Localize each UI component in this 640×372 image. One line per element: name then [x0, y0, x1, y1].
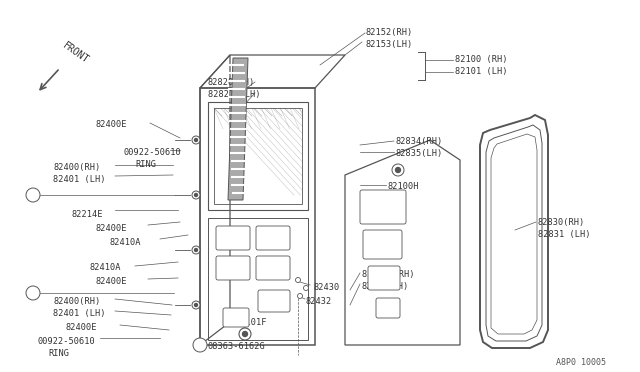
FancyBboxPatch shape [256, 256, 290, 280]
Circle shape [195, 138, 198, 141]
Text: FRONT: FRONT [61, 40, 91, 65]
FancyBboxPatch shape [363, 230, 402, 259]
Circle shape [296, 278, 301, 282]
Text: 82400E: 82400E [96, 224, 127, 233]
FancyBboxPatch shape [216, 256, 250, 280]
Text: 82214E: 82214E [72, 210, 104, 219]
Circle shape [195, 248, 198, 251]
Text: 00922-50610: 00922-50610 [124, 148, 182, 157]
FancyBboxPatch shape [223, 308, 249, 327]
Circle shape [192, 301, 200, 309]
Text: 08363-6162G: 08363-6162G [208, 342, 266, 351]
Text: 82882(LH): 82882(LH) [362, 282, 409, 291]
Text: B: B [31, 190, 35, 199]
FancyBboxPatch shape [216, 226, 250, 250]
Text: RING: RING [135, 160, 156, 169]
Text: S: S [198, 340, 202, 350]
Text: 82831 (LH): 82831 (LH) [538, 230, 591, 239]
Text: 82401 (LH): 82401 (LH) [53, 309, 106, 318]
Text: 82401 (LH): 82401 (LH) [53, 175, 106, 184]
Text: 82400(RH): 82400(RH) [53, 297, 100, 306]
Text: 82152(RH): 82152(RH) [365, 28, 412, 37]
Circle shape [396, 167, 401, 173]
Circle shape [192, 246, 200, 254]
FancyBboxPatch shape [376, 298, 400, 318]
Circle shape [195, 304, 198, 307]
Text: 82835(LH): 82835(LH) [396, 149, 444, 158]
Text: 82820(RH): 82820(RH) [208, 78, 255, 87]
Circle shape [195, 193, 198, 196]
FancyBboxPatch shape [258, 290, 290, 312]
Text: 82100 (RH): 82100 (RH) [455, 55, 508, 64]
Circle shape [192, 136, 200, 144]
Text: 82430: 82430 [313, 283, 339, 292]
Circle shape [243, 331, 248, 337]
Text: B: B [31, 289, 35, 298]
FancyBboxPatch shape [360, 190, 406, 224]
Text: 82410A: 82410A [90, 263, 122, 272]
FancyBboxPatch shape [368, 266, 400, 290]
Text: 82821 (LH): 82821 (LH) [208, 90, 260, 99]
Circle shape [298, 294, 303, 298]
Text: 82432: 82432 [305, 297, 332, 306]
Text: 82830(RH): 82830(RH) [538, 218, 585, 227]
FancyBboxPatch shape [256, 226, 290, 250]
Circle shape [392, 164, 404, 176]
Text: 82400E: 82400E [66, 323, 97, 332]
Text: RING: RING [48, 349, 69, 358]
Circle shape [26, 188, 40, 202]
Circle shape [26, 286, 40, 300]
Text: 82400E: 82400E [96, 277, 127, 286]
Text: 82101F: 82101F [235, 318, 266, 327]
Text: 82881 (RH): 82881 (RH) [362, 270, 415, 279]
Text: 00922-50610: 00922-50610 [38, 337, 96, 346]
Polygon shape [228, 58, 248, 200]
Text: 82400(RH): 82400(RH) [53, 163, 100, 172]
Text: 82400E: 82400E [95, 120, 127, 129]
Circle shape [192, 191, 200, 199]
Text: 82410A: 82410A [110, 238, 141, 247]
Circle shape [303, 285, 308, 291]
Text: 82834(RH): 82834(RH) [396, 137, 444, 146]
Text: A8P0 10005: A8P0 10005 [556, 358, 606, 367]
Text: 82101 (LH): 82101 (LH) [455, 67, 508, 76]
Circle shape [239, 328, 251, 340]
Circle shape [193, 338, 207, 352]
Text: 82153(LH): 82153(LH) [365, 40, 412, 49]
Text: 82100H: 82100H [388, 182, 419, 191]
